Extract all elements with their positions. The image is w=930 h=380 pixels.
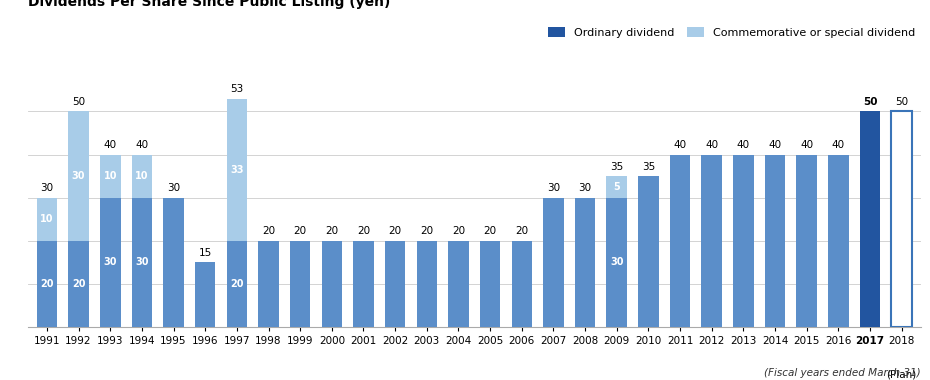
Bar	[575, 198, 595, 327]
Bar	[512, 241, 532, 327]
Text: 20: 20	[389, 226, 402, 236]
Bar	[543, 198, 564, 327]
Text: 20: 20	[515, 226, 528, 236]
Bar	[100, 155, 121, 198]
Bar	[227, 241, 247, 327]
Bar	[131, 155, 153, 198]
Bar	[638, 176, 658, 327]
Bar	[195, 262, 216, 327]
Text: 10: 10	[135, 171, 149, 181]
Text: 30: 30	[40, 183, 53, 193]
Bar	[385, 241, 405, 327]
Text: 50: 50	[863, 97, 877, 107]
Text: 50: 50	[72, 97, 86, 107]
Text: 50: 50	[896, 97, 909, 107]
Bar	[353, 241, 374, 327]
Bar	[480, 241, 500, 327]
Bar	[100, 198, 121, 327]
Text: 15: 15	[199, 248, 212, 258]
Text: 10: 10	[40, 214, 54, 224]
Bar	[68, 111, 89, 241]
Text: 40: 40	[768, 140, 781, 150]
Bar	[36, 198, 57, 241]
Bar	[322, 241, 342, 327]
Text: 30: 30	[72, 171, 86, 181]
Text: 20: 20	[420, 226, 433, 236]
Text: 30: 30	[135, 257, 149, 267]
Text: 40: 40	[800, 140, 814, 150]
Text: (Plan): (Plan)	[886, 370, 917, 380]
Bar	[227, 98, 247, 241]
Bar	[828, 155, 849, 327]
Text: Dividends Per Share Since Public Listing (yen): Dividends Per Share Since Public Listing…	[28, 0, 391, 9]
Bar	[417, 241, 437, 327]
Bar	[164, 198, 184, 327]
Text: 40: 40	[135, 140, 149, 150]
Text: 40: 40	[103, 140, 117, 150]
Text: 40: 40	[737, 140, 750, 150]
Legend: Ordinary dividend, Commemorative or special dividend: Ordinary dividend, Commemorative or spec…	[548, 27, 915, 38]
Text: 40: 40	[831, 140, 845, 150]
Text: 20: 20	[452, 226, 465, 236]
Bar	[259, 241, 279, 327]
Text: 20: 20	[262, 226, 275, 236]
Text: (Fiscal years ended March 31): (Fiscal years ended March 31)	[764, 368, 921, 378]
Bar	[701, 155, 722, 327]
Bar	[290, 241, 311, 327]
Text: 40: 40	[673, 140, 686, 150]
Text: 30: 30	[610, 257, 623, 267]
Text: 33: 33	[230, 165, 244, 174]
Text: 30: 30	[547, 183, 560, 193]
Text: 10: 10	[103, 171, 117, 181]
Bar	[796, 155, 817, 327]
Bar	[892, 111, 912, 327]
Bar	[606, 198, 627, 327]
Bar	[68, 241, 89, 327]
Text: 20: 20	[72, 279, 86, 289]
Bar	[733, 155, 753, 327]
Text: 20: 20	[294, 226, 307, 236]
Bar	[448, 241, 469, 327]
Text: 20: 20	[40, 279, 54, 289]
Text: 5: 5	[614, 182, 620, 192]
Text: 30: 30	[578, 183, 591, 193]
Bar	[859, 111, 881, 327]
Text: 53: 53	[231, 84, 244, 94]
Bar	[36, 241, 57, 327]
Text: 35: 35	[610, 162, 623, 172]
Text: 20: 20	[230, 279, 244, 289]
Bar	[606, 176, 627, 198]
Bar	[131, 198, 153, 327]
Text: 40: 40	[705, 140, 718, 150]
Text: 30: 30	[103, 257, 117, 267]
Bar	[764, 155, 785, 327]
Text: 20: 20	[484, 226, 497, 236]
Text: 35: 35	[642, 162, 655, 172]
Text: 30: 30	[167, 183, 180, 193]
Text: 20: 20	[326, 226, 339, 236]
Text: 20: 20	[357, 226, 370, 236]
Bar	[670, 155, 690, 327]
